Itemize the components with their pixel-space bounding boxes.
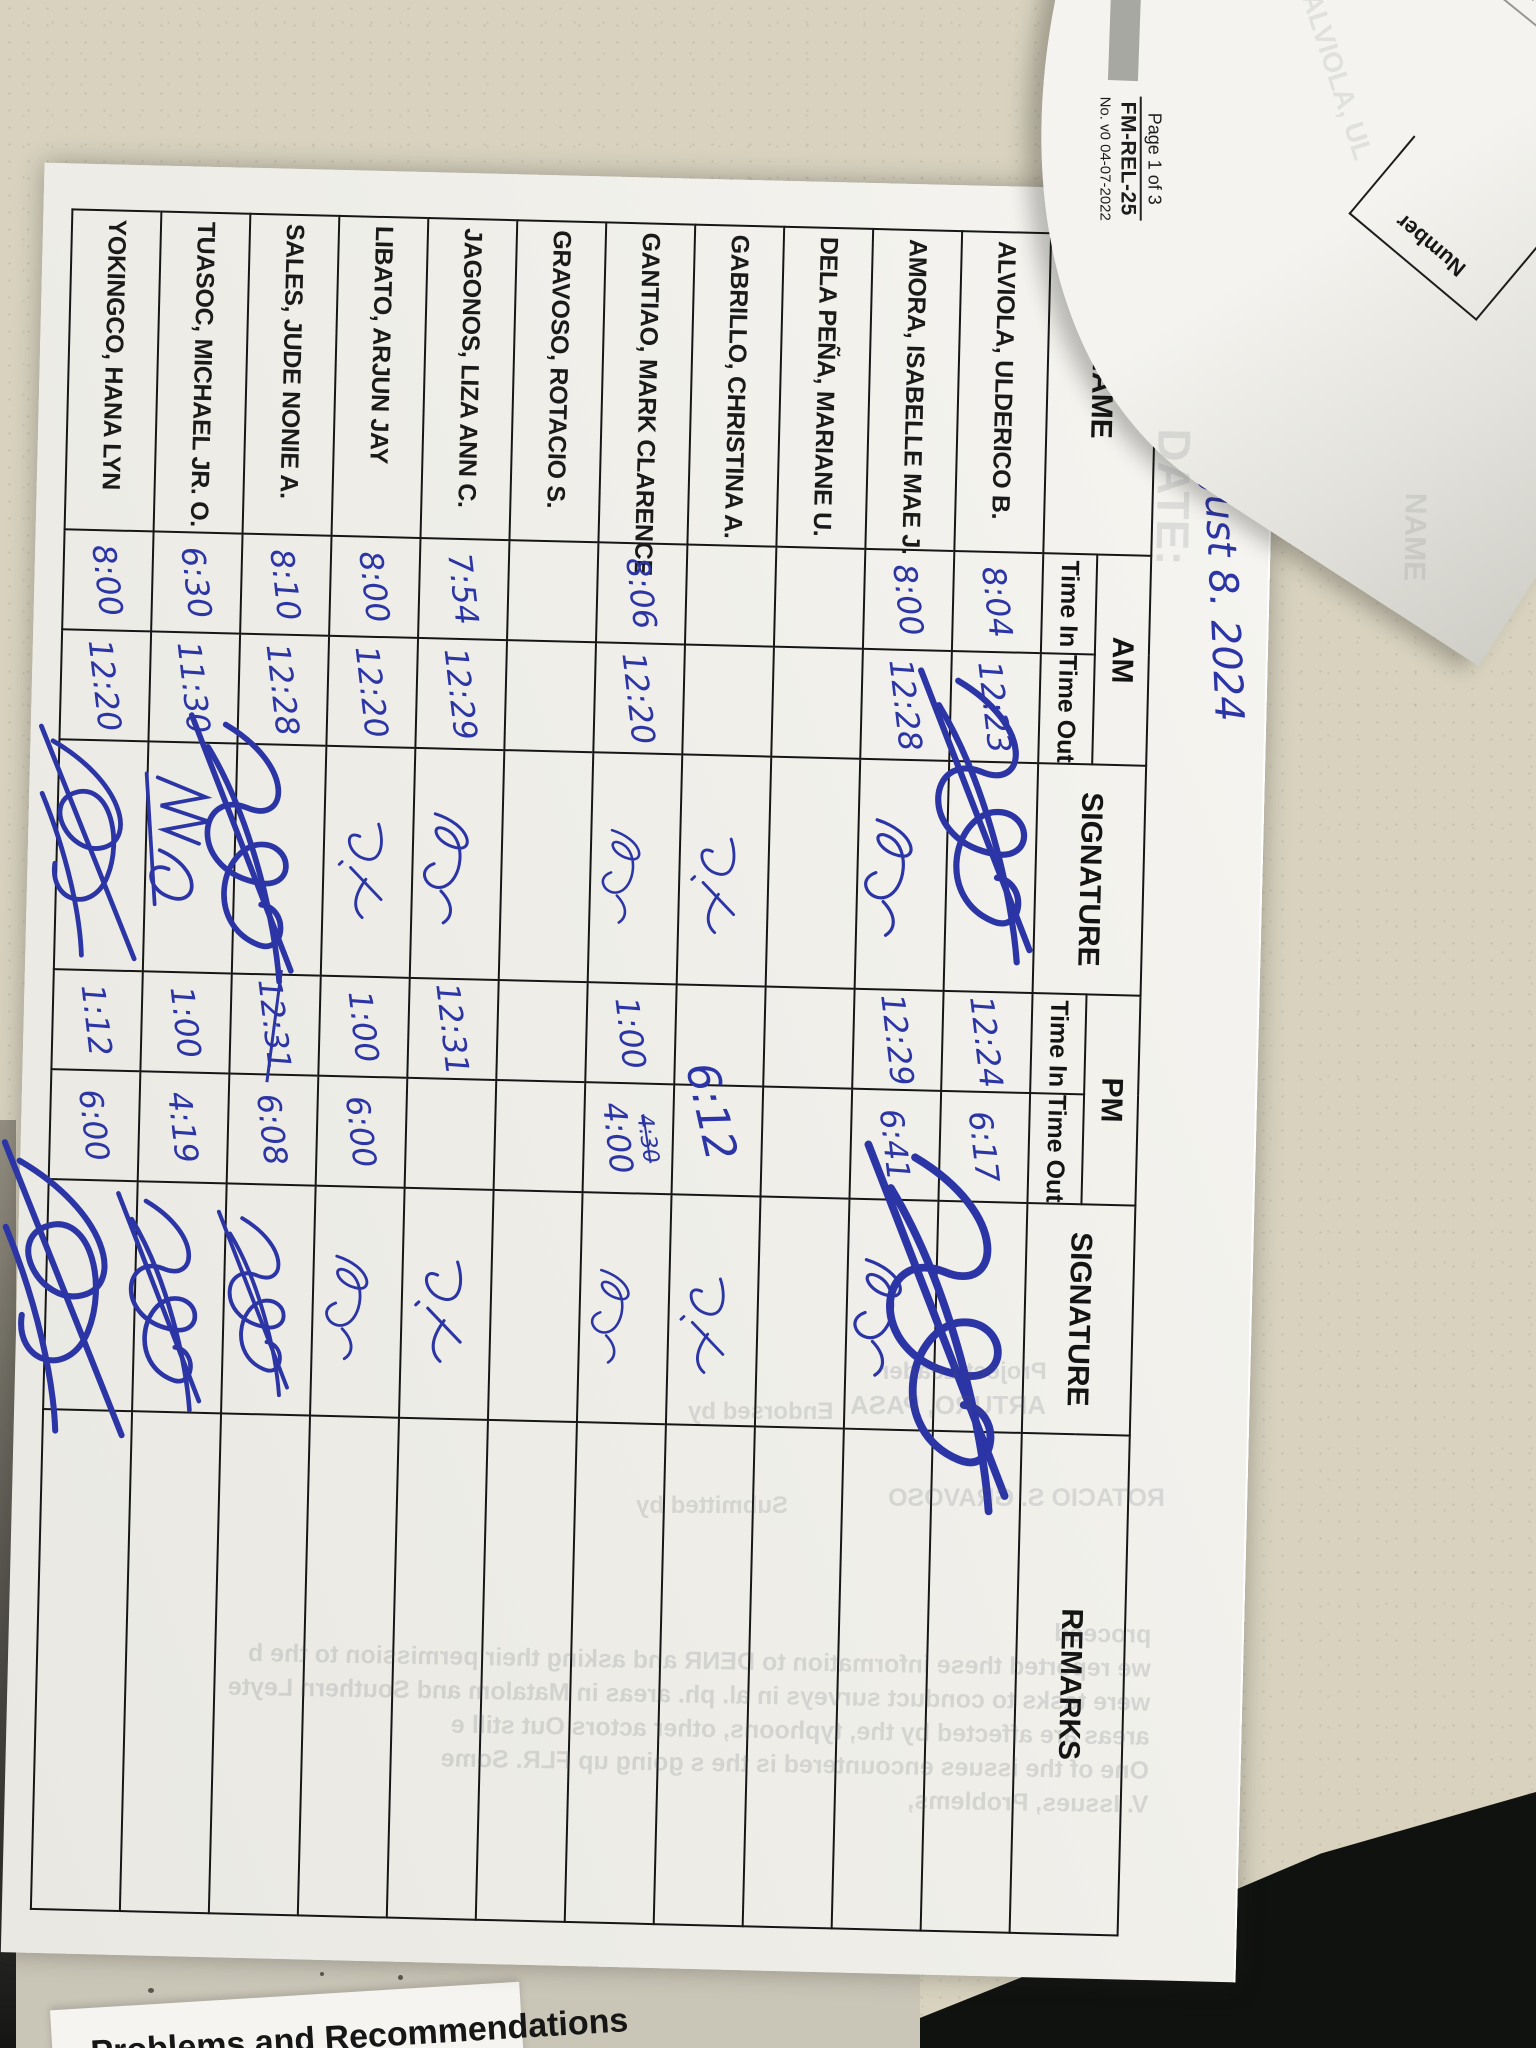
ghost-remarks-paragraph: proceed we reported these information to…	[227, 1619, 1152, 1819]
pm-signature	[221, 1183, 316, 1416]
pm-signature	[398, 1187, 494, 1420]
employee-name: GABRILLO, CHRISTINA A.	[687, 224, 785, 547]
gray-highlight-bar	[1107, 0, 1142, 82]
employee-name: AMORA, ISABELLE MAE J.	[865, 228, 963, 555]
employee-name: YOKINGCO, HANA LYN	[64, 209, 162, 532]
am-signature	[320, 745, 416, 978]
page-indicator: Page 1 of 3	[1139, 96, 1165, 221]
am-signature	[409, 747, 505, 981]
am-signature	[232, 744, 327, 976]
am-time-in-value: 8:00	[885, 562, 932, 638]
am-signature	[676, 754, 772, 987]
pm-signature	[754, 1196, 850, 1429]
am-signature	[498, 750, 594, 983]
employee-name: JAGONOS, LIZA ANN C.	[420, 218, 518, 541]
corner-page-footer: Page 1 of 3 FM-REL-25 No. v0 04-07-2022	[1096, 0, 1165, 221]
ghost-project-leader: Project Leader	[880, 1358, 1047, 1385]
pm-signature	[576, 1192, 672, 1425]
ghost-arturo: ARTURO, PASA	[850, 1390, 1046, 1420]
am-signature	[587, 752, 683, 985]
ghost-endorsed-by: Endorsed by	[688, 1398, 834, 1425]
col-header-pm-time-in: Time In	[1030, 993, 1087, 1095]
pm-time-out-value: 6:41	[872, 1106, 919, 1183]
employee-name: GRAVOSO, ROTACIO S.	[509, 220, 607, 543]
pm-signature	[665, 1194, 761, 1427]
am-time-out-value: 12:28	[881, 656, 931, 753]
employee-name: DELA PEÑA, MARIANE U.	[776, 226, 874, 549]
employee-name: GANTIAO, MARK CLARENCE	[598, 222, 696, 576]
ghost-name-header: NAME	[1397, 492, 1432, 582]
pm-time-in-value: 12:29	[873, 991, 923, 1088]
ghost-rotacio: ROTACIO S. GRAVOSO	[888, 1484, 1165, 1512]
corner-page-rule	[1255, 0, 1536, 127]
pm-signature	[487, 1189, 583, 1423]
no-label: No.	[1096, 96, 1114, 120]
form-code: FM-REL-25	[1116, 101, 1140, 216]
employee-name: TUASOC, MICHAEL JR. O.	[153, 211, 251, 534]
pm-signature	[43, 1179, 138, 1411]
employee-name: LIBATO, ARJUN JAY	[331, 215, 429, 538]
ghost-date-label: DATE:	[1146, 427, 1201, 567]
pm-signature	[310, 1185, 405, 1418]
pm-signature	[132, 1181, 227, 1414]
am-time-in-value: 8:04	[974, 564, 1021, 640]
paper-speck	[398, 1975, 403, 1980]
paper-speck	[320, 1972, 324, 1976]
am-signature	[54, 739, 149, 972]
am-signature	[854, 758, 950, 991]
corner-page-number-cell: Number	[1348, 135, 1536, 321]
form-version: v0 04-07-2022	[1096, 124, 1114, 221]
employee-name: SALES, JUDE NONIE A.	[242, 213, 340, 536]
pm-time-in-value: 12:24	[962, 993, 1012, 1090]
ghost-submitted-by: Submitted by	[636, 1492, 789, 1519]
pm-time-in-struck-value: 12:31	[250, 976, 300, 1073]
corner-page-paragraph: vironmental conservation, e scientific k…	[1394, 0, 1536, 28]
underlying-sheet-title: Problems and Recommendations	[89, 2001, 630, 2048]
col-header-am: AM	[1092, 554, 1152, 766]
employee-name: ALVIOLA, ULDERICO B.	[954, 231, 1052, 554]
am-signature	[765, 756, 861, 989]
paper-speck	[148, 1988, 154, 1993]
am-signature	[944, 761, 1039, 994]
am-signature	[143, 741, 238, 974]
col-header-pm: PM	[1081, 994, 1141, 1206]
